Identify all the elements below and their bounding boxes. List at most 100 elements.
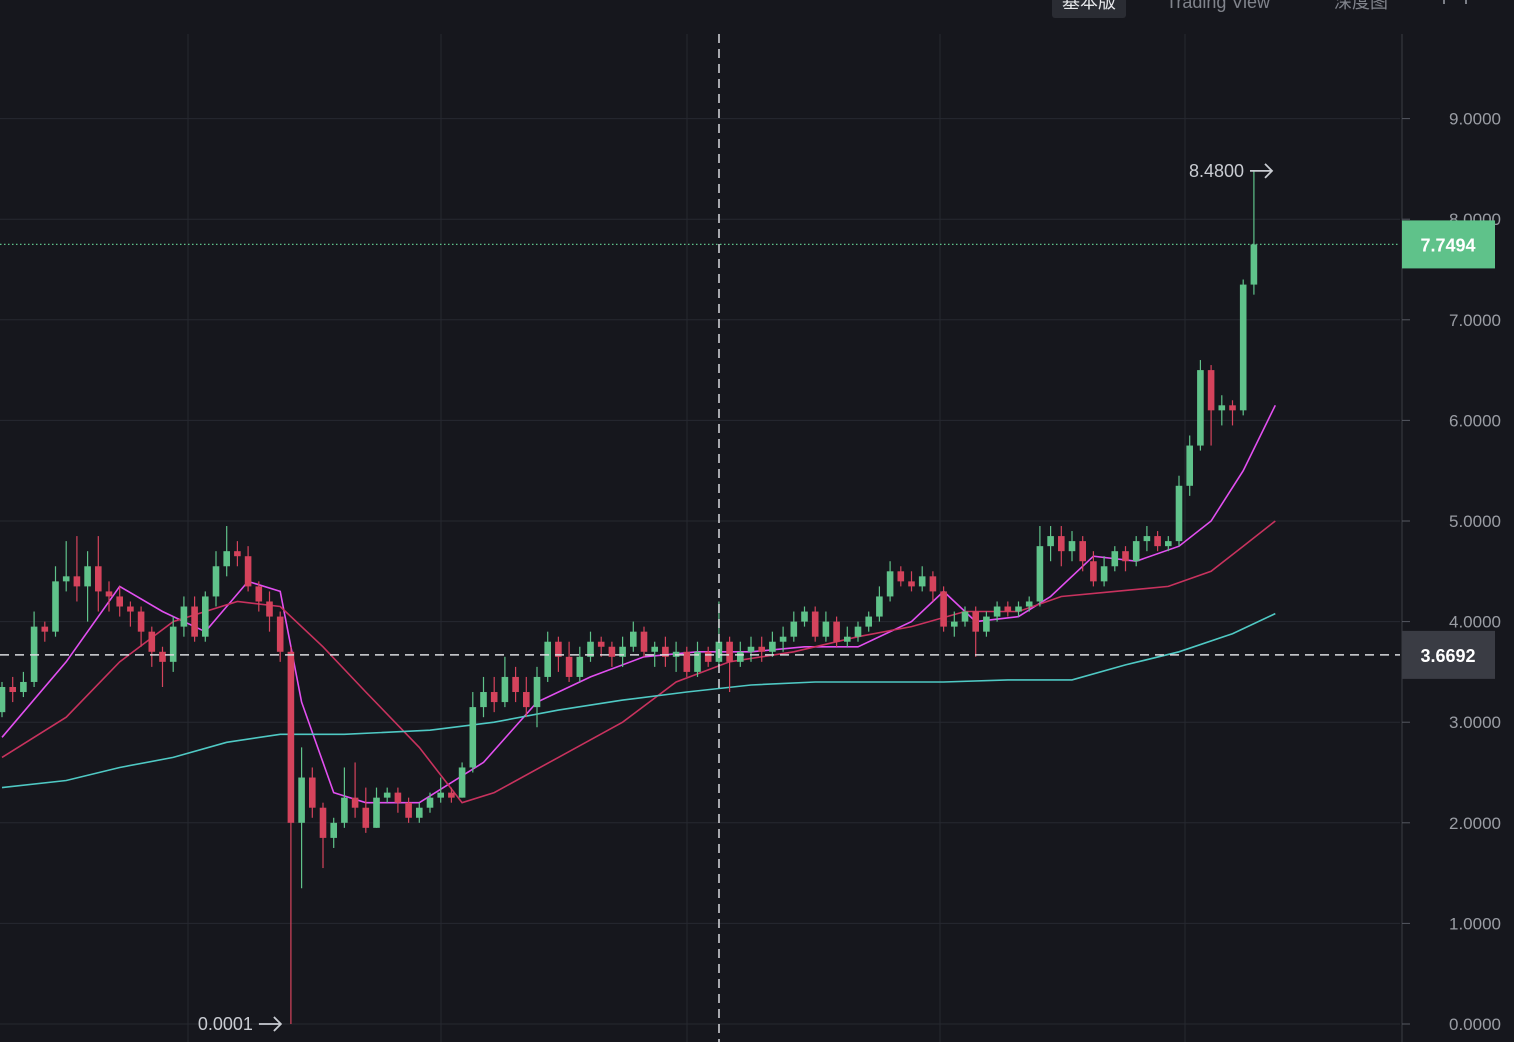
candle (52, 566, 59, 637)
candle (95, 536, 102, 612)
candle-body (426, 797, 434, 808)
candle-body (105, 591, 113, 597)
candle-body (951, 621, 958, 627)
candle (1229, 400, 1236, 426)
candle (62, 541, 70, 592)
candle (918, 566, 926, 592)
candle (169, 616, 177, 672)
candle (223, 526, 230, 577)
candle (9, 676, 16, 703)
candle (640, 626, 648, 657)
candle (672, 641, 680, 672)
candle (544, 631, 551, 682)
high-price-label: 8.4800 (1189, 161, 1244, 181)
candle-body (1186, 445, 1193, 486)
candle-body (1229, 405, 1236, 411)
candle (876, 586, 883, 622)
chart-grid (0, 34, 1400, 1042)
candle-body (683, 651, 691, 672)
candle-body (95, 566, 102, 592)
candle (1132, 536, 1140, 567)
candle (490, 676, 498, 713)
candle (822, 611, 830, 642)
candle-body (1111, 551, 1119, 567)
candle (1218, 395, 1226, 426)
candle-body (929, 576, 937, 592)
candle-body (383, 792, 391, 798)
candle (276, 611, 284, 662)
candle (512, 666, 519, 703)
y-axis-tick-label: 2.0000 (1449, 814, 1501, 833)
candle (1250, 170, 1258, 295)
crosshair-price-badge-bg (1402, 630, 1495, 679)
candle-body (1175, 485, 1183, 542)
candle-body (255, 586, 263, 602)
candle-body (1004, 606, 1012, 612)
candle (619, 636, 626, 667)
candle-body (533, 676, 541, 708)
candle (180, 596, 188, 637)
candle (73, 536, 81, 602)
candle-body (704, 651, 712, 662)
candle-body (448, 792, 455, 798)
candle-body (908, 581, 915, 587)
candle-body (159, 651, 166, 662)
tab-trading-view[interactable]: Trading View (1166, 0, 1271, 12)
candle (811, 606, 819, 642)
candle-body (437, 792, 444, 798)
candle (1004, 601, 1012, 617)
candle-body (758, 646, 765, 652)
candle-body (330, 822, 337, 838)
candle-body (769, 641, 776, 652)
candle (523, 676, 530, 718)
candle-body (1197, 370, 1204, 446)
candle (458, 762, 466, 798)
candle (833, 616, 840, 647)
tab-basic[interactable]: 基本版 (1052, 0, 1126, 18)
high-arrow-icon (1250, 163, 1274, 179)
candle-body (512, 676, 519, 693)
candle-body (993, 606, 1001, 617)
candle-body (876, 596, 883, 617)
candle (961, 606, 969, 627)
candle-body (897, 571, 905, 582)
y-axis-tick-label: 7.0000 (1449, 311, 1501, 330)
candle (212, 551, 220, 607)
candle (1079, 536, 1086, 572)
candle (587, 631, 594, 662)
candle (298, 747, 305, 889)
candle-body (1132, 541, 1140, 562)
candle-body (811, 611, 819, 637)
candle-body (1239, 284, 1247, 411)
candle (1047, 526, 1054, 562)
low-arrow-icon (258, 1016, 283, 1032)
tab-depth-chart[interactable]: 深度图 (1334, 0, 1388, 12)
candle (1058, 526, 1065, 567)
candle (1154, 531, 1161, 552)
candle (1186, 435, 1193, 496)
y-axis-tick-label: 6.0000 (1449, 411, 1501, 430)
candle-body (961, 611, 969, 622)
candle-body (319, 807, 327, 838)
candle-body (1079, 541, 1086, 562)
candle (405, 797, 412, 823)
candle-body (983, 616, 990, 632)
candle (886, 561, 894, 602)
candle-body (726, 641, 733, 662)
candle-body (351, 797, 359, 808)
candle-body (694, 651, 701, 672)
candle (448, 787, 455, 803)
candle (769, 631, 776, 657)
y-axis: 0.0000 1.0000 2.0000 3.0000 4.0000 5.0000 6.00… (1401, 34, 1501, 1042)
candle (383, 787, 391, 803)
candle-body (737, 651, 744, 662)
y-axis-tick-label: 9.0000 (1449, 110, 1501, 129)
moving-average-line-1 (1, 520, 1276, 804)
candle (84, 551, 91, 622)
candle (533, 666, 541, 728)
candle-body (276, 616, 284, 652)
candle-body (341, 797, 348, 823)
candle (319, 802, 327, 869)
candle-body (854, 626, 862, 637)
